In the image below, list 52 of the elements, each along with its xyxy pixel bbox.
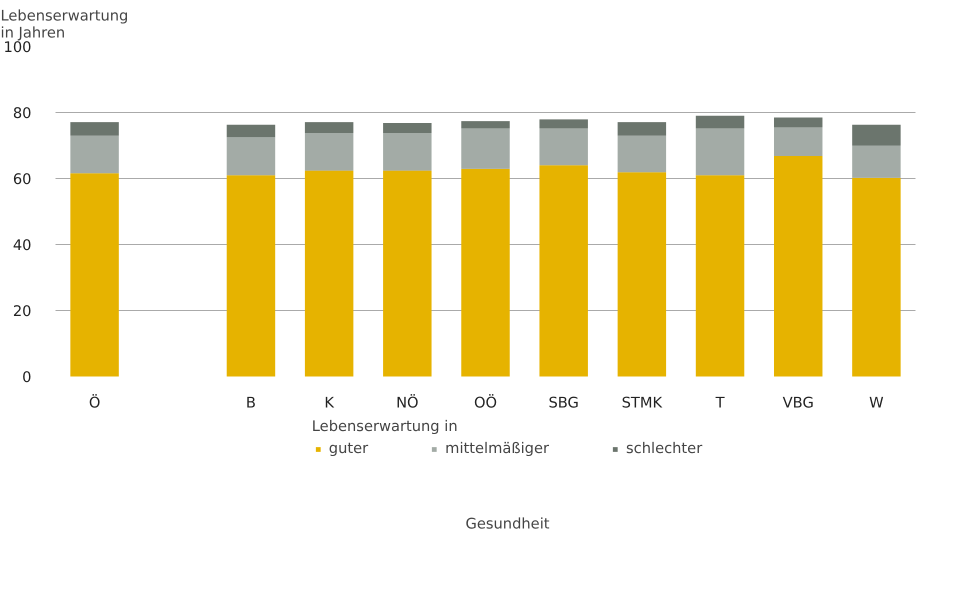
bar [774,117,822,128]
legend-title: Lebenserwartung in [312,418,459,435]
bar [618,172,666,376]
bar [461,168,510,376]
bar [539,128,588,166]
bar [70,122,119,136]
bar [696,128,744,176]
legend-label: guter [328,440,368,457]
bar [696,116,744,128]
x-tick-label: VBG [782,394,814,412]
bar [774,156,822,376]
bar [304,122,354,133]
x-tick-label: STMK [622,394,663,412]
text: Gesundheit [465,516,550,532]
bar [383,170,432,376]
bar [70,173,119,376]
bar [383,132,432,171]
bar [618,122,666,136]
bar [383,123,432,133]
bar [70,136,119,174]
legend-label: mittelmäßiger [445,440,550,457]
bar [852,146,901,178]
y-tick-label: 0 [22,369,32,386]
bar [696,175,744,376]
x-tick-label: SBG [548,394,579,412]
y-tick-label: 60 [12,171,32,188]
bar [461,128,510,169]
bar [852,124,901,146]
bar [539,165,588,376]
bar [539,119,588,128]
bar [304,170,354,376]
bar [461,121,510,128]
bar [226,124,276,138]
x-tick-label: W [869,394,884,412]
y-tick-label: 100 [4,39,32,56]
bar [774,127,822,156]
bar [304,132,354,171]
y-tick-label: 20 [12,303,32,320]
y-tick-label: 80 [12,105,32,122]
bar [226,175,276,376]
bar [618,136,666,172]
bar [226,137,276,176]
x-tick-label: NÖ [396,394,419,412]
x-tick-label: K [324,394,334,412]
x-tick-label: T [714,394,725,412]
x-tick-label: B [246,394,256,412]
x-tick-label: Ö [88,394,100,412]
bar [852,178,901,376]
y-axis-title: Lebenserwartung in Jahren [0,8,128,42]
legend-label: schlechter [626,440,702,457]
x-tick-label: OÖ [474,394,498,412]
y-tick-label: 40 [12,237,32,254]
